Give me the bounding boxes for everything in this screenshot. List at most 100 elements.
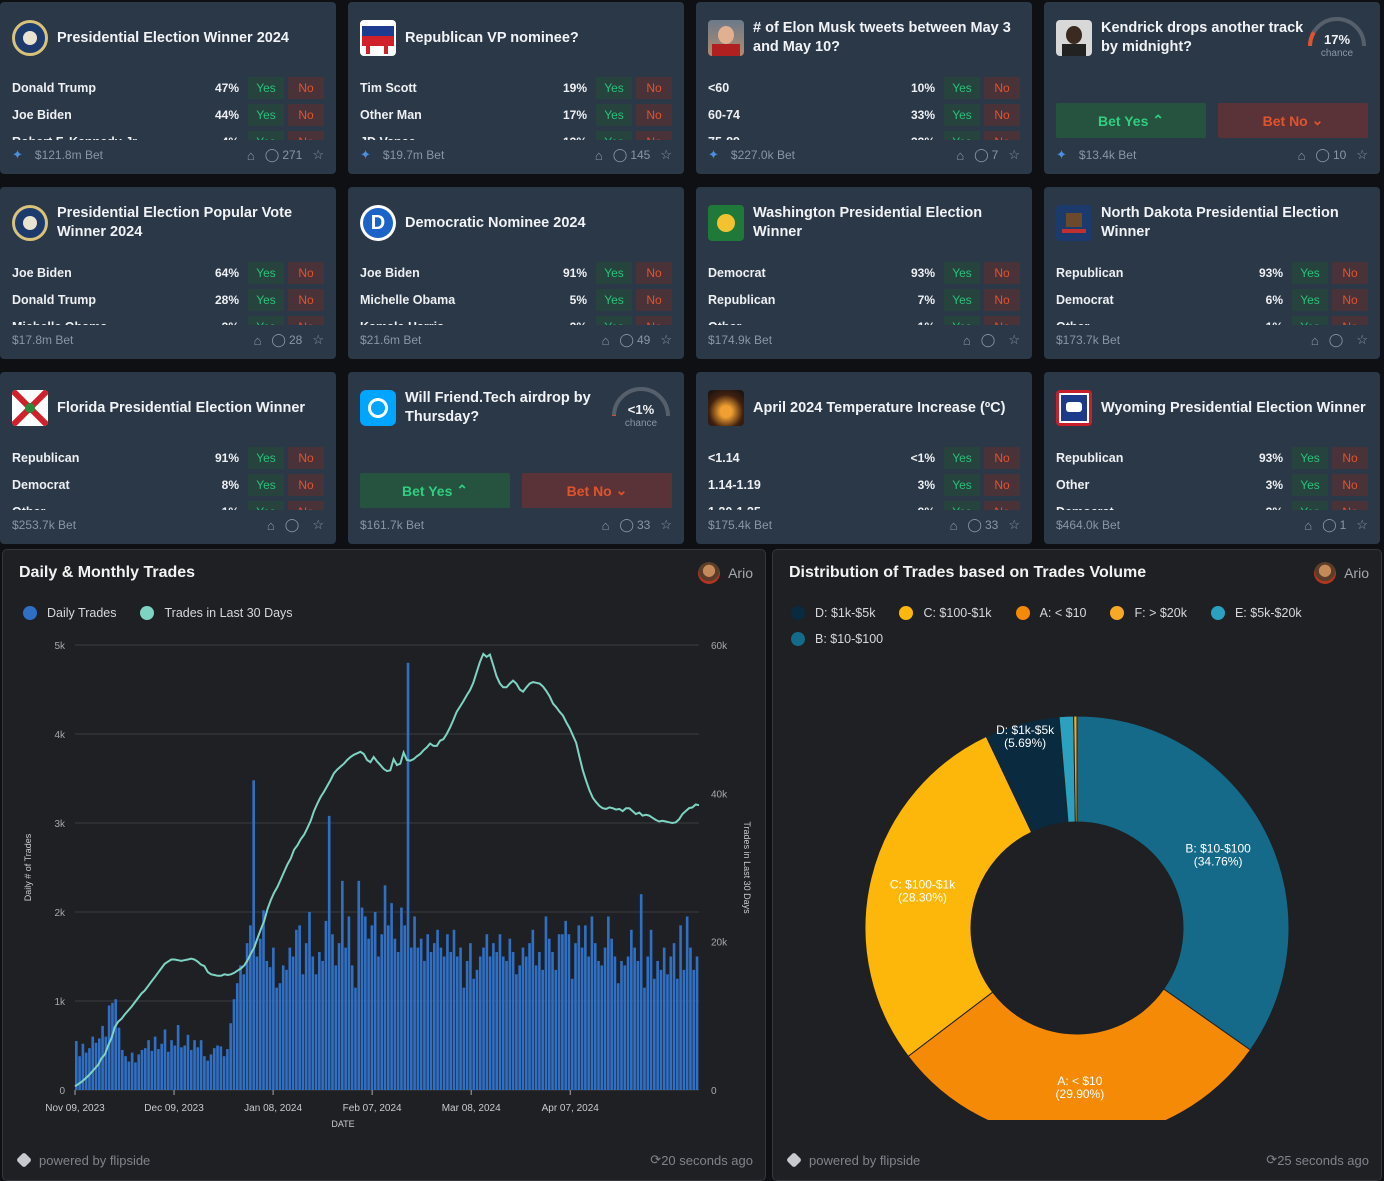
no-button[interactable]: No (288, 500, 324, 510)
daily-trades-bar[interactable] (88, 1048, 91, 1090)
daily-trades-bar[interactable] (521, 947, 525, 1090)
daily-trades-bar[interactable] (127, 1061, 131, 1090)
daily-trades-bar[interactable] (662, 947, 666, 1090)
daily-trades-bar[interactable] (120, 1049, 124, 1090)
daily-trades-bar[interactable] (659, 969, 663, 1090)
daily-trades-bar[interactable] (212, 1048, 216, 1090)
daily-trades-bar[interactable] (321, 960, 324, 1090)
yes-button[interactable]: Yes (248, 446, 284, 469)
daily-trades-bar[interactable] (91, 1036, 95, 1090)
market-header[interactable]: Washington Presidential Election Winner (708, 201, 1020, 245)
market-title[interactable]: Wyoming Presidential Election Winner (1101, 399, 1366, 416)
daily-trades-bar[interactable] (501, 956, 505, 1091)
daily-trades-bar[interactable] (130, 1052, 134, 1090)
daily-trades-bar[interactable] (649, 929, 653, 1090)
daily-trades-bar[interactable] (318, 952, 321, 1090)
author[interactable]: Ario (1314, 562, 1369, 584)
comment-icon[interactable]: ◯ (284, 517, 300, 532)
daily-trades-bar[interactable] (163, 1029, 167, 1090)
daily-trades-bar[interactable] (518, 965, 521, 1090)
comment-icon[interactable]: ◯ (967, 517, 982, 532)
daily-trades-bar[interactable] (255, 956, 259, 1091)
star-icon[interactable]: ☆ (1356, 517, 1368, 532)
daily-trades-bar[interactable] (281, 965, 285, 1090)
gift-icon[interactable]: ⌂ (1304, 517, 1313, 533)
gift-icon[interactable]: ⌂ (594, 147, 603, 163)
daily-trades-bar[interactable] (465, 960, 469, 1090)
daily-trades-bar[interactable] (104, 1036, 108, 1090)
daily-trades-bar[interactable] (689, 947, 692, 1090)
comment-icon[interactable]: ◯ (619, 332, 634, 347)
no-button[interactable]: No (288, 473, 324, 496)
daily-trades-bar[interactable] (432, 943, 436, 1090)
comment-icon[interactable]: ◯ (619, 517, 634, 532)
daily-trades-bar[interactable] (455, 956, 459, 1091)
yes-button[interactable]: Yes (944, 76, 980, 99)
daily-trades-bar[interactable] (679, 925, 682, 1090)
yes-button[interactable]: Yes (944, 103, 980, 126)
daily-trades-bar[interactable] (643, 987, 646, 1090)
bet-no-button[interactable]: Bet No ⌄ (1218, 103, 1368, 138)
daily-trades-bar[interactable] (685, 916, 689, 1090)
daily-trades-bar[interactable] (439, 947, 443, 1090)
daily-trades-bar[interactable] (551, 952, 554, 1090)
market-header[interactable]: Will Friend.Tech airdrop by Thursday? (360, 386, 672, 430)
daily-trades-bar[interactable] (334, 965, 338, 1090)
daily-trades-bar[interactable] (459, 947, 462, 1090)
daily-trades-bar[interactable] (360, 907, 364, 1090)
daily-trades-bar[interactable] (472, 978, 476, 1090)
powered-by[interactable]: powered by flipside (809, 1152, 921, 1168)
bet-no-button[interactable]: Bet No ⌄ (522, 473, 672, 508)
daily-trades-bar[interactable] (150, 1050, 154, 1090)
yes-button[interactable]: Yes (596, 288, 632, 311)
no-button[interactable]: No (1332, 446, 1368, 469)
star-icon[interactable]: ☆ (1356, 332, 1368, 347)
market-header[interactable]: North Dakota Presidential Election Winne… (1056, 201, 1368, 245)
daily-trades-bar[interactable] (423, 960, 426, 1090)
yes-button[interactable]: Yes (248, 500, 284, 510)
yes-button[interactable]: Yes (248, 130, 284, 140)
daily-trades-bar[interactable] (620, 960, 623, 1090)
daily-trades-bar[interactable] (429, 952, 433, 1090)
no-button[interactable]: No (984, 103, 1020, 126)
yes-button[interactable]: Yes (248, 261, 284, 284)
market-card[interactable]: Presidential Election Winner 2024 Donald … (0, 2, 336, 174)
daily-trades-bar[interactable] (403, 925, 407, 1090)
daily-trades-bar[interactable] (350, 965, 354, 1090)
daily-trades-bar[interactable] (475, 969, 479, 1090)
donut-slice[interactable] (1076, 715, 1290, 1051)
daily-trades-bar[interactable] (485, 934, 489, 1090)
daily-trades-bar[interactable] (265, 960, 269, 1090)
no-button[interactable]: No (1332, 315, 1368, 325)
daily-trades-bar[interactable] (278, 983, 282, 1090)
market-title[interactable]: Florida Presidential Election Winner (57, 399, 306, 416)
gift-icon[interactable]: ⌂ (956, 147, 965, 163)
star-icon[interactable]: ☆ (312, 147, 324, 162)
yes-button[interactable]: Yes (1292, 500, 1328, 510)
market-title[interactable]: April 2024 Temperature Increase (ºC) (753, 399, 1006, 416)
market-header[interactable]: Presidential Election Winner 2024 (12, 16, 324, 60)
legend-item[interactable]: B: $10-$100 (791, 626, 883, 652)
daily-trades-bar[interactable] (646, 956, 650, 1091)
bet-yes-button[interactable]: Bet Yes ⌃ (360, 473, 510, 508)
no-button[interactable]: No (984, 446, 1020, 469)
no-button[interactable]: No (636, 130, 672, 140)
legend-item[interactable]: E: $5k-$20k (1210, 600, 1302, 626)
daily-trades-bar[interactable] (557, 934, 561, 1090)
daily-trades-bar[interactable] (495, 952, 499, 1090)
no-button[interactable]: No (984, 473, 1020, 496)
daily-trades-bar[interactable] (364, 916, 367, 1090)
star-icon[interactable]: ☆ (312, 517, 324, 532)
daily-trades-bar[interactable] (242, 974, 246, 1090)
daily-trades-bar[interactable] (547, 938, 551, 1090)
daily-trades-bar[interactable] (216, 1045, 219, 1091)
daily-trades-bar[interactable] (140, 1049, 144, 1090)
refresh-icon[interactable]: ⟳ (650, 1152, 662, 1167)
no-button[interactable]: No (1332, 500, 1368, 510)
daily-trades-bar[interactable] (561, 934, 564, 1090)
daily-trades-bar[interactable] (189, 1049, 193, 1090)
daily-trades-bar[interactable] (482, 947, 485, 1090)
daily-trades-bar[interactable] (577, 925, 581, 1090)
yes-button[interactable]: Yes (1292, 446, 1328, 469)
legend-item[interactable]: Daily Trades (23, 600, 116, 626)
